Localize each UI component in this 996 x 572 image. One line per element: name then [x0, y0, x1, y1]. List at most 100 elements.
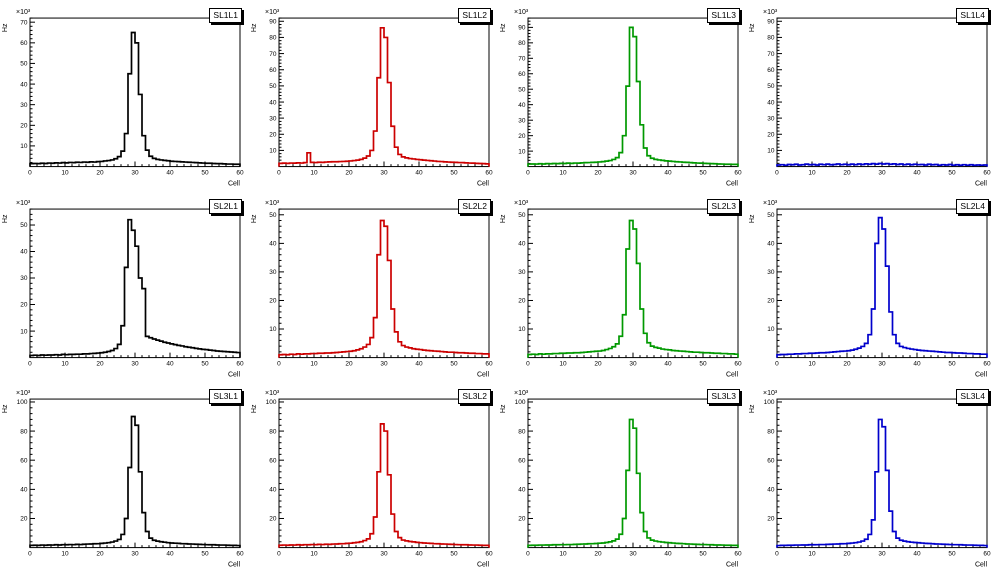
x-tick-label: 0 [775, 551, 779, 558]
y-tick-label: 40 [269, 487, 277, 494]
y-tick-label: 100 [266, 400, 277, 407]
plot-frame [776, 17, 988, 168]
y-axis-exponent: ×10³ [763, 9, 778, 16]
y-tick-label: 30 [767, 269, 775, 276]
y-tick-label: 20 [767, 516, 775, 523]
y-tick-label: 40 [518, 102, 526, 109]
panel-label-box: SL3L4 [956, 389, 989, 405]
x-tick-label: 10 [808, 360, 816, 367]
y-tick-label: 20 [767, 131, 775, 138]
y-axis-title: Hz [2, 214, 9, 223]
x-tick-label: 30 [878, 170, 886, 177]
y-axis-title: Hz [2, 404, 9, 413]
y-tick-label: 30 [269, 269, 277, 276]
x-tick-label: 60 [983, 170, 991, 177]
x-tick-label: 0 [526, 360, 530, 367]
histogram-line [278, 423, 490, 548]
y-axis-exponent: ×10³ [16, 390, 31, 397]
x-tick-label: 20 [594, 360, 602, 367]
panel-label-box: SL1L4 [956, 8, 989, 23]
x-tick-label: 50 [948, 170, 956, 177]
x-tick-label: 30 [629, 360, 637, 367]
x-tick-label: 30 [878, 551, 886, 558]
y-tick-label: 10 [767, 326, 775, 333]
panel-label: SL2L4 [960, 200, 985, 211]
histogram-plot: 0 10 20 30 40 50 60 10 20 30 40 50 Cell Hz ×10³ [749, 200, 991, 379]
panel-label-box: SL2L4 [956, 198, 989, 214]
panel-label: SL2L2 [462, 200, 487, 211]
plot-frame [29, 398, 241, 549]
y-axis-title: Hz [251, 214, 258, 223]
histogram-panel-SL3L4: 0 10 20 30 40 50 60 20 40 60 80 100 Cell Hz ×10³ SL3L4 [747, 381, 996, 572]
y-tick-label: 80 [518, 40, 526, 47]
x-axis-title: Cell [477, 181, 489, 188]
histogram-panel-SL2L2: 0 10 20 30 40 50 60 10 20 30 40 50 Cell Hz ×10³ SL2L2 [249, 190, 498, 382]
histogram-line [278, 219, 490, 358]
x-tick-label: 50 [699, 360, 707, 367]
histogram-plot: 0 10 20 30 40 50 60 10 20 30 40 50 60 70 80 90 Cell Hz ×10… [251, 9, 493, 188]
x-tick-label: 0 [277, 360, 281, 367]
y-axis-exponent: ×10³ [265, 390, 280, 397]
histogram-line [29, 218, 241, 358]
y-axis-title: Hz [749, 214, 756, 223]
y-tick-label: 100 [17, 400, 28, 407]
x-tick-label: 0 [526, 170, 530, 177]
y-axis-title: Hz [2, 23, 9, 32]
histogram-plot: 0 10 20 30 40 50 60 20 40 60 80 100 Cell Hz ×10³ [251, 390, 493, 569]
panel-label-box: SL3L1 [209, 389, 242, 405]
y-tick-label: 30 [269, 115, 277, 122]
y-tick-label: 60 [518, 458, 526, 465]
x-tick-label: 10 [808, 170, 816, 177]
plot-frame [527, 17, 739, 168]
x-tick-label: 20 [96, 360, 104, 367]
histogram-panel-SL1L4: 0 10 20 30 40 50 60 10 20 30 40 50 60 70 80 90 Cell Hz ×10… [747, 0, 996, 191]
panel-label-box: SL3L3 [707, 389, 740, 405]
y-axis-title: Hz [251, 23, 258, 32]
y-tick-label: 40 [767, 99, 775, 106]
x-tick-label: 0 [277, 170, 281, 177]
x-tick-label: 0 [28, 360, 32, 367]
x-tick-label: 20 [96, 551, 104, 558]
y-tick-label: 50 [20, 222, 28, 229]
x-tick-label: 10 [559, 170, 567, 177]
x-tick-label: 40 [166, 360, 174, 367]
x-tick-label: 40 [913, 170, 921, 177]
x-tick-label: 60 [983, 360, 991, 367]
histogram-line [29, 416, 241, 548]
panel-label: SL3L2 [462, 391, 487, 402]
y-tick-label: 30 [518, 269, 526, 276]
histogram-line [527, 219, 739, 358]
histogram-line [776, 418, 988, 548]
panel-label: SL2L3 [711, 200, 736, 211]
x-tick-label: 30 [878, 360, 886, 367]
y-tick-label: 60 [269, 458, 277, 465]
x-tick-label: 30 [380, 360, 388, 367]
y-tick-label: 70 [20, 19, 28, 26]
y-axis-exponent: ×10³ [16, 200, 31, 207]
y-tick-label: 30 [20, 275, 28, 282]
x-tick-label: 40 [415, 551, 423, 558]
panel-label-box: SL2L3 [707, 198, 740, 214]
x-axis-title: Cell [477, 371, 489, 378]
x-tick-label: 50 [699, 170, 707, 177]
y-tick-label: 10 [518, 148, 526, 155]
x-tick-label: 40 [166, 551, 174, 558]
x-tick-label: 50 [948, 551, 956, 558]
plot-frame [527, 208, 739, 358]
x-tick-label: 0 [277, 551, 281, 558]
x-tick-label: 20 [594, 551, 602, 558]
panel-label-box: SL1L2 [458, 8, 491, 23]
y-tick-label: 80 [767, 429, 775, 436]
x-tick-label: 0 [28, 551, 32, 558]
histogram-panel-SL3L3: 0 10 20 30 40 50 60 20 40 60 80 100 Cell Hz ×10³ SL3L3 [498, 381, 747, 572]
y-tick-label: 80 [767, 35, 775, 42]
y-tick-label: 20 [20, 516, 28, 523]
x-tick-label: 50 [450, 551, 458, 558]
y-tick-label: 40 [20, 487, 28, 494]
y-axis-exponent: ×10³ [265, 9, 280, 16]
y-axis-exponent: ×10³ [265, 200, 280, 207]
plot-frame [776, 398, 988, 549]
y-tick-label: 90 [767, 18, 775, 25]
x-tick-label: 10 [808, 551, 816, 558]
x-tick-label: 60 [734, 360, 742, 367]
